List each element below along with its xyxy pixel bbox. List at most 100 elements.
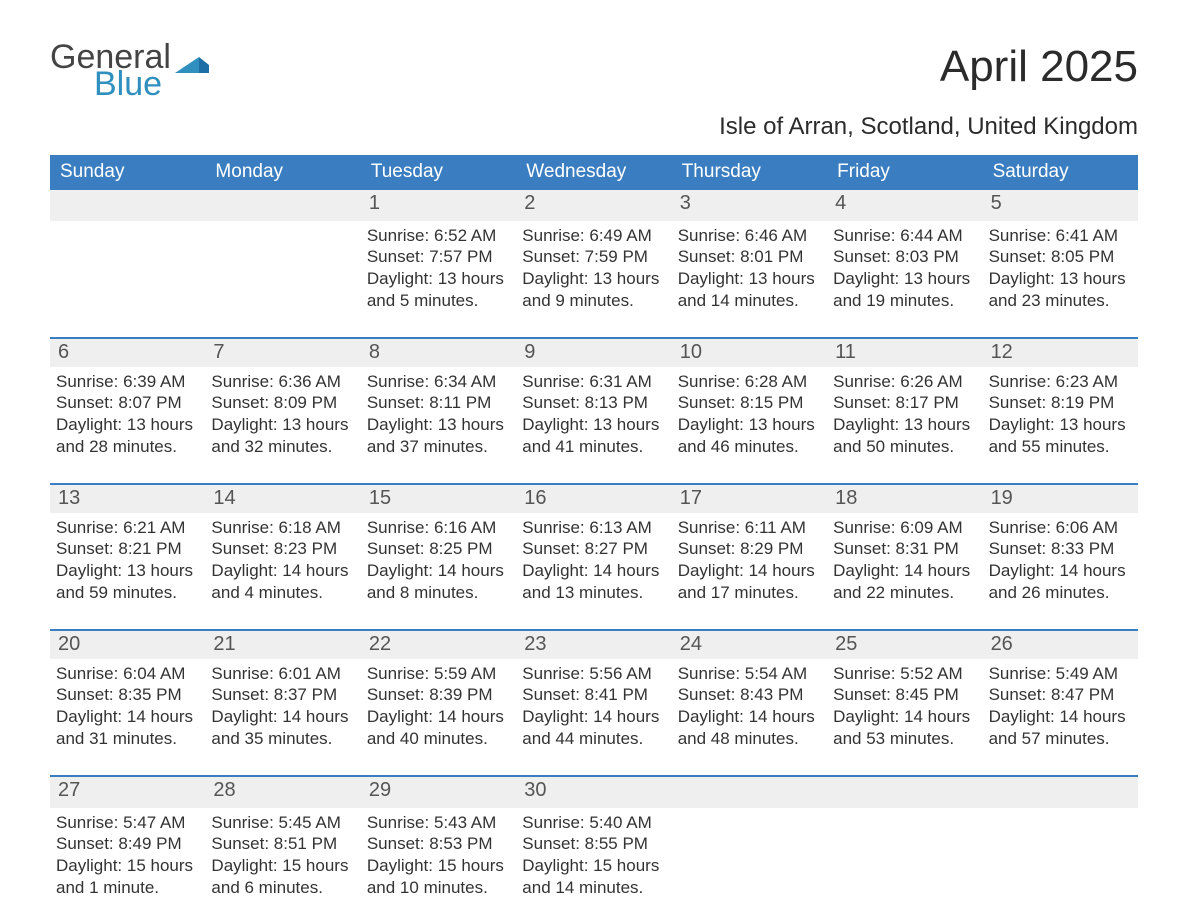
daylight-label: Daylight: — [522, 707, 593, 726]
sunrise-label: Sunrise: — [56, 518, 123, 537]
day-cell: Sunrise: 6:11 AMSunset: 8:29 PMDaylight:… — [672, 513, 827, 613]
day-number: 3 — [672, 190, 827, 221]
sunset-value: 8:17 PM — [896, 393, 959, 412]
daylight-label: Daylight: — [522, 415, 593, 434]
daylight-label: Daylight: — [833, 561, 904, 580]
sunrise-label: Sunrise: — [367, 226, 434, 245]
sunset-value: 8:19 PM — [1051, 393, 1114, 412]
day-cell: Sunrise: 6:39 AMSunset: 8:07 PMDaylight:… — [50, 367, 205, 467]
day-number: 27 — [50, 777, 205, 808]
day-number-blank — [50, 190, 205, 221]
sunset-value: 8:31 PM — [896, 539, 959, 558]
sunrise-value: 6:04 AM — [123, 664, 185, 683]
day-number-blank — [983, 777, 1138, 808]
sunrise-value: 6:31 AM — [589, 372, 651, 391]
day-cell: Sunrise: 6:31 AMSunset: 8:13 PMDaylight:… — [516, 367, 671, 467]
sunset-value: 8:03 PM — [896, 247, 959, 266]
day-cell: Sunrise: 6:52 AMSunset: 7:57 PMDaylight:… — [361, 221, 516, 321]
sunset-label: Sunset: — [367, 834, 429, 853]
sunset-label: Sunset: — [678, 247, 740, 266]
sunset-label: Sunset: — [833, 393, 895, 412]
sunset-label: Sunset: — [211, 393, 273, 412]
day-cell: Sunrise: 6:41 AMSunset: 8:05 PMDaylight:… — [983, 221, 1138, 321]
day-number: 1 — [361, 190, 516, 221]
sunset-label: Sunset: — [367, 247, 429, 266]
daylight-label: Daylight: — [678, 415, 749, 434]
sunrise-label: Sunrise: — [56, 372, 123, 391]
day-number: 8 — [361, 339, 516, 367]
day-number: 19 — [983, 485, 1138, 513]
sunset-value: 8:43 PM — [740, 685, 803, 704]
day-number-blank — [827, 777, 982, 808]
sunset-label: Sunset: — [833, 539, 895, 558]
day-cell-blank — [827, 808, 982, 908]
sunset-value: 8:25 PM — [429, 539, 492, 558]
sunset-value: 8:41 PM — [585, 685, 648, 704]
dow-header: Wednesday — [516, 155, 671, 190]
sunrise-value: 6:44 AM — [900, 226, 962, 245]
day-cell: Sunrise: 6:13 AMSunset: 8:27 PMDaylight:… — [516, 513, 671, 613]
sunrise-value: 5:43 AM — [434, 813, 496, 832]
sunrise-value: 6:46 AM — [745, 226, 807, 245]
sunrise-label: Sunrise: — [833, 226, 900, 245]
day-number: 20 — [50, 631, 205, 659]
day-number: 29 — [361, 777, 516, 808]
sunrise-value: 6:26 AM — [900, 372, 962, 391]
day-cell: Sunrise: 5:56 AMSunset: 8:41 PMDaylight:… — [516, 659, 671, 759]
sunset-value: 8:53 PM — [429, 834, 492, 853]
sunset-label: Sunset: — [56, 834, 118, 853]
sunset-value: 8:49 PM — [118, 834, 181, 853]
sunset-value: 8:21 PM — [118, 539, 181, 558]
sunrise-label: Sunrise: — [989, 518, 1056, 537]
sunrise-label: Sunrise: — [989, 664, 1056, 683]
sunrise-value: 5:49 AM — [1056, 664, 1118, 683]
sunrise-label: Sunrise: — [367, 813, 434, 832]
day-number: 17 — [672, 485, 827, 513]
sunset-label: Sunset: — [522, 539, 584, 558]
brand-logo: General Blue — [50, 42, 209, 101]
sunrise-label: Sunrise: — [678, 372, 745, 391]
sunset-value: 8:33 PM — [1051, 539, 1114, 558]
sunrise-value: 5:56 AM — [589, 664, 651, 683]
dow-header: Monday — [205, 155, 360, 190]
sunrise-label: Sunrise: — [367, 372, 434, 391]
sunrise-label: Sunrise: — [211, 813, 278, 832]
sunrise-label: Sunrise: — [211, 372, 278, 391]
daylight-label: Daylight: — [56, 415, 127, 434]
day-number: 15 — [361, 485, 516, 513]
day-number: 24 — [672, 631, 827, 659]
sunrise-label: Sunrise: — [989, 372, 1056, 391]
day-number: 11 — [827, 339, 982, 367]
daylight-label: Daylight: — [211, 707, 282, 726]
daylight-label: Daylight: — [833, 707, 904, 726]
day-cell: Sunrise: 6:06 AMSunset: 8:33 PMDaylight:… — [983, 513, 1138, 613]
sunset-label: Sunset: — [367, 685, 429, 704]
sunset-value: 8:37 PM — [274, 685, 337, 704]
sunrise-value: 6:39 AM — [123, 372, 185, 391]
sunset-value: 8:05 PM — [1051, 247, 1114, 266]
day-number: 10 — [672, 339, 827, 367]
sunset-value: 8:29 PM — [740, 539, 803, 558]
day-cell: Sunrise: 6:34 AMSunset: 8:11 PMDaylight:… — [361, 367, 516, 467]
day-cell-blank — [205, 221, 360, 321]
dow-header: Saturday — [983, 155, 1138, 190]
sunrise-label: Sunrise: — [56, 664, 123, 683]
sunset-value: 8:55 PM — [585, 834, 648, 853]
sunrise-label: Sunrise: — [522, 813, 589, 832]
sunset-label: Sunset: — [522, 247, 584, 266]
day-number: 14 — [205, 485, 360, 513]
sunset-label: Sunset: — [678, 393, 740, 412]
sunset-value: 8:09 PM — [274, 393, 337, 412]
sunrise-label: Sunrise: — [522, 664, 589, 683]
sunset-label: Sunset: — [56, 393, 118, 412]
sunset-value: 8:51 PM — [274, 834, 337, 853]
daylight-label: Daylight: — [211, 856, 282, 875]
daylight-label: Daylight: — [522, 269, 593, 288]
sunset-label: Sunset: — [211, 834, 273, 853]
daylight-label: Daylight: — [989, 269, 1060, 288]
sunrise-label: Sunrise: — [522, 372, 589, 391]
day-cell: Sunrise: 6:36 AMSunset: 8:09 PMDaylight:… — [205, 367, 360, 467]
daylight-label: Daylight: — [989, 561, 1060, 580]
day-cell: Sunrise: 6:01 AMSunset: 8:37 PMDaylight:… — [205, 659, 360, 759]
day-cell-blank — [672, 808, 827, 908]
